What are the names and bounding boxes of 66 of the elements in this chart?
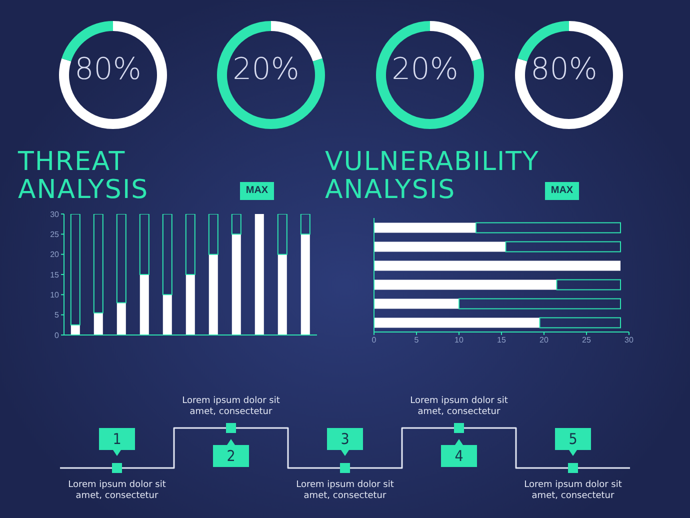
bar	[162, 214, 172, 296]
x-tick-label: 5	[414, 336, 420, 345]
text: Lorem ipsum dolor sit amet, consectetur	[67, 480, 167, 502]
x-tick-label: 20	[540, 336, 549, 345]
y-tick-label: 25	[50, 230, 60, 240]
donut-slice	[376, 21, 484, 129]
y-tick-label: 15	[50, 270, 60, 280]
y-tick-label: 10	[50, 290, 60, 300]
bar	[556, 279, 621, 290]
bar	[374, 280, 557, 290]
bar	[140, 274, 149, 335]
donut-slice	[515, 21, 623, 129]
category-label: 4	[454, 446, 464, 467]
bar	[458, 298, 621, 310]
bar	[232, 234, 241, 335]
text: 20%	[232, 51, 300, 89]
text: Lorem ipsum dolor sit amet, consectetur	[523, 480, 623, 502]
bar	[374, 260, 620, 271]
bar	[476, 222, 621, 234]
text: Lorem ipsum dolor sit amet, consectetur	[409, 396, 509, 418]
text: 80%	[530, 51, 598, 89]
donut-slice	[217, 21, 325, 129]
category-label: 3	[340, 429, 350, 450]
bar	[208, 254, 218, 335]
x-tick-label: 10	[454, 336, 464, 345]
text: Lorem ipsum dolor sit amet, consectetur	[181, 396, 281, 418]
bar	[185, 214, 196, 275]
bar	[162, 294, 172, 335]
bar	[186, 274, 195, 335]
bar	[139, 214, 150, 275]
text: 80%	[74, 51, 142, 89]
y-tick-label: 30	[50, 210, 60, 219]
bar	[231, 214, 242, 235]
x-tick-label: 30	[624, 336, 634, 345]
bar	[94, 312, 103, 335]
bar	[278, 254, 287, 335]
bar	[208, 214, 218, 255]
bar	[277, 214, 288, 255]
bar	[254, 214, 264, 335]
bar	[300, 234, 310, 335]
y-tick-label: 5	[54, 310, 60, 320]
x-tick-label: 0	[372, 336, 377, 345]
chart-title: THREAT ANALYSIS	[18, 147, 150, 205]
bar	[70, 214, 80, 326]
bar	[300, 214, 310, 235]
x-tick-label: 25	[582, 336, 592, 345]
bar	[374, 242, 506, 252]
x-tick-label: 15	[497, 336, 506, 345]
chart-title: VULNERABILITY ANALYSIS	[325, 147, 540, 205]
y-tick-label: 20	[50, 250, 60, 260]
donut-slice	[59, 21, 167, 129]
category-label: 5	[568, 429, 578, 450]
bar	[374, 298, 459, 309]
text: Lorem ipsum dolor sit amet, consectetur	[295, 480, 395, 502]
text: 20%	[390, 51, 460, 89]
category-label: 2	[226, 446, 236, 467]
text: MAX	[240, 182, 274, 200]
bar	[374, 222, 476, 233]
category-label: 1	[112, 429, 122, 450]
bar	[93, 214, 104, 314]
bar	[539, 317, 621, 328]
bar	[116, 302, 126, 335]
text: MAX	[545, 182, 579, 200]
bar	[116, 214, 126, 304]
bar	[374, 318, 540, 328]
bar	[505, 241, 621, 252]
